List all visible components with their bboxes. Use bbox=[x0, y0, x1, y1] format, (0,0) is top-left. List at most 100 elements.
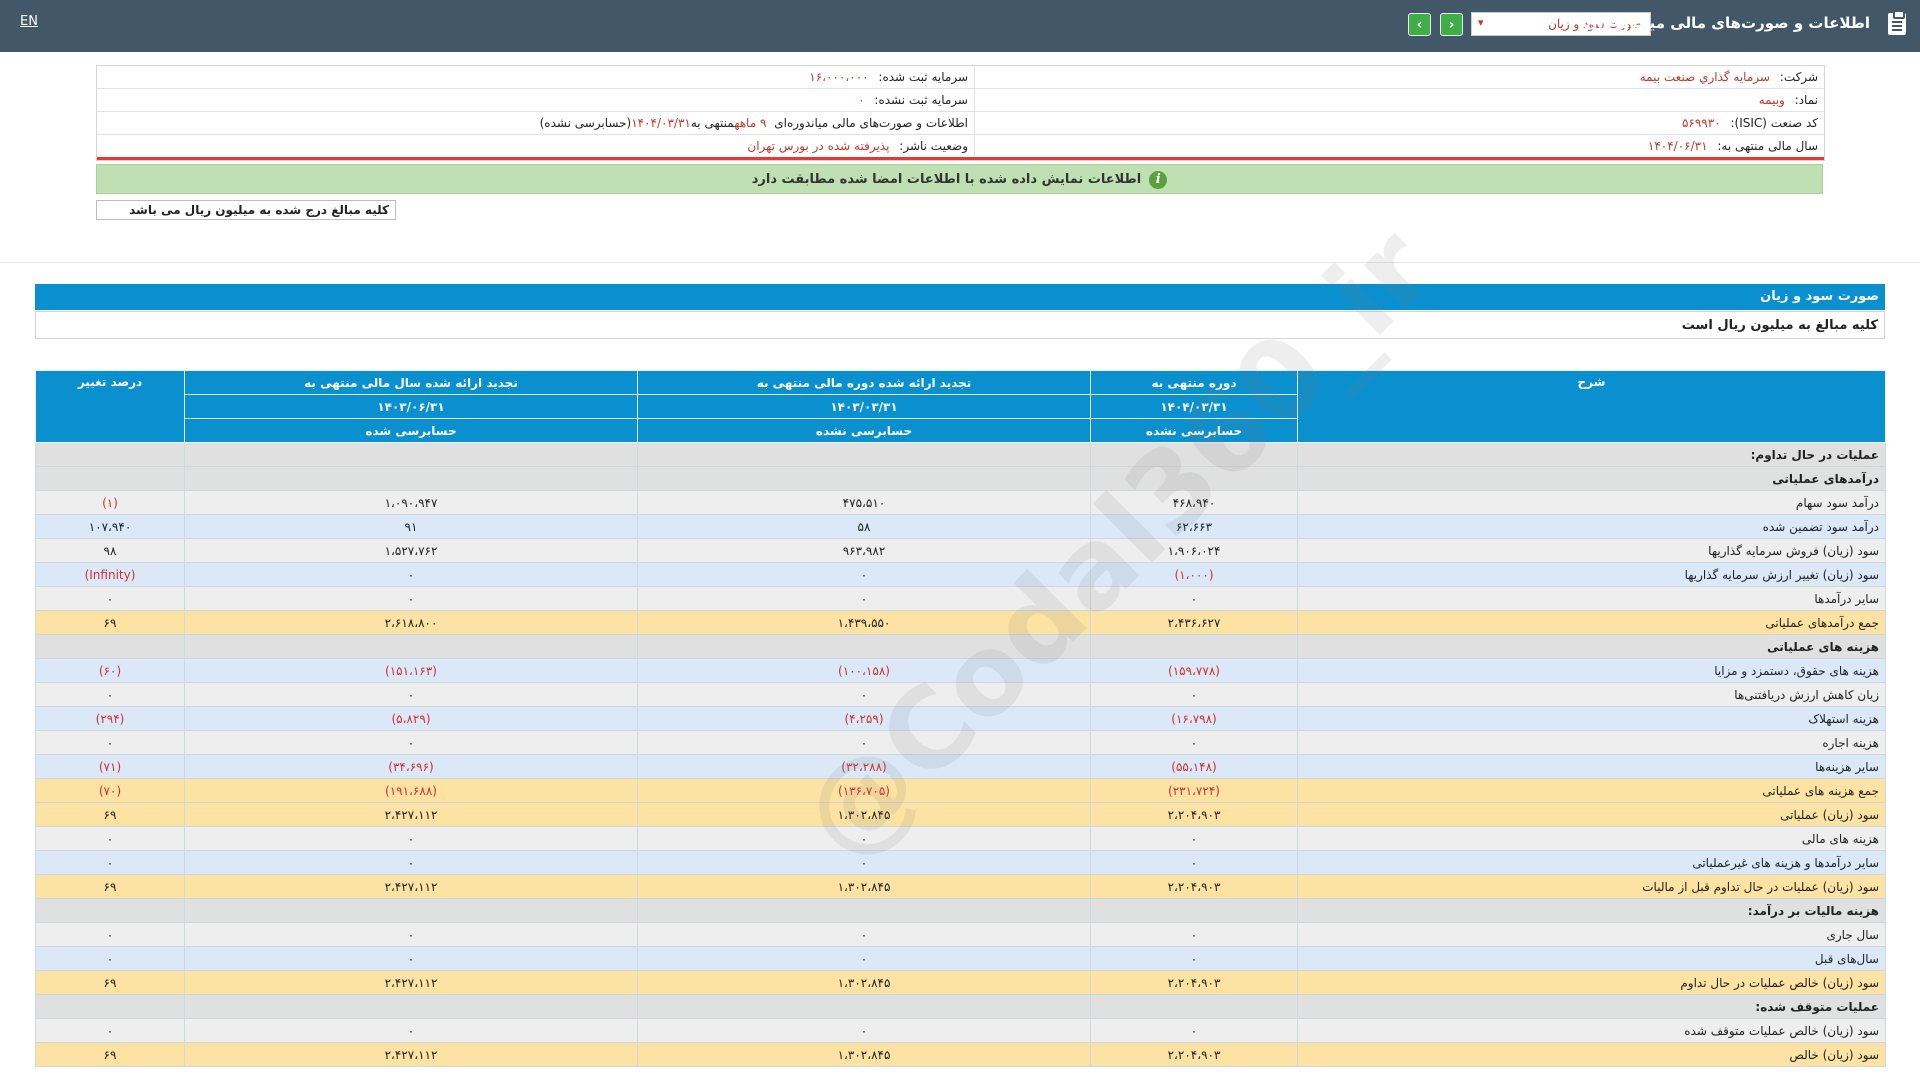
cell-change-percent: (۷۰) bbox=[35, 778, 185, 803]
symbol-cell: نماد: وبیمه bbox=[974, 89, 1824, 111]
info-row: شرکت: سرمايه گذاري صنعت بيمه سرمایه ثبت … bbox=[97, 66, 1824, 89]
report-date-value: ۱۴۰۴/۰۳/۳۱ bbox=[631, 116, 691, 130]
cell-period: ۱،۹۰۶،۰۲۴ bbox=[1090, 538, 1298, 563]
cell-restated-period: ۱،۳۰۲،۸۴۵ bbox=[637, 970, 1091, 995]
row-label: سود (زیان) تغییر ارزش سرمایه گذاریها bbox=[1297, 562, 1886, 587]
isic-cell: کد صنعت (ISIC): ۵۶۹۹۳۰ bbox=[974, 112, 1824, 134]
company-label: شرکت: bbox=[1779, 70, 1818, 84]
table-row: سود (زیان) خالص عملیات متوقف شده ۰ ۰ ۰ ۰ bbox=[35, 1018, 1886, 1043]
cell-restated-period: ۰ bbox=[637, 1018, 1091, 1043]
signature-match-notice: i اطلاعات نمایش داده شده با اطلاعات امضا … bbox=[96, 164, 1823, 194]
col-header-description: شرح bbox=[1297, 370, 1886, 443]
info-row: نماد: وبیمه سرمایه ثبت نشده: ۰ bbox=[97, 89, 1824, 112]
cell-restated-period: (۳۲،۲۸۸) bbox=[637, 754, 1091, 779]
cell-change-percent: ۰ bbox=[35, 1018, 185, 1043]
cell-change-percent: ۱۰۷،۹۴۰ bbox=[35, 514, 185, 539]
table-row: هزینه اجاره ۰ ۰ ۰ ۰ bbox=[35, 730, 1886, 755]
report-description-text: اطلاعات و صورت‌های مالی میاندوره‌ای bbox=[774, 116, 968, 130]
cell-period: ۲،۲۰۴،۹۰۳ bbox=[1090, 802, 1298, 827]
unregistered-capital-cell: سرمایه ثبت نشده: ۰ bbox=[97, 89, 974, 111]
row-label: عملیات متوقف شده: bbox=[1297, 994, 1886, 1019]
unregistered-capital-value: ۰ bbox=[858, 93, 865, 107]
unregistered-capital-label: سرمایه ثبت نشده: bbox=[874, 93, 968, 107]
cell-restated-period: ۰ bbox=[637, 730, 1091, 755]
table-total-row: جمع درآمدهای عملیاتی ۲،۴۳۶،۶۲۷ ۱،۴۳۹،۵۵۰ ۲،… bbox=[35, 610, 1886, 635]
publisher-status-cell: وضعیت ناشر: پذیرفته شده در بورس تهران bbox=[97, 135, 974, 157]
cell-restated-year: (۳۴،۶۹۶) bbox=[184, 754, 638, 779]
next-report-button[interactable]: › bbox=[1440, 13, 1463, 36]
row-label: سود (زیان) خالص bbox=[1297, 1042, 1886, 1067]
cell-restated-period: ۱،۳۰۲،۸۴۵ bbox=[637, 1042, 1091, 1067]
cell-restated-year: (۱۹۱،۶۸۸) bbox=[184, 778, 638, 803]
income-statement-table: شرح دوره منتهی به تجدید ارائه شده دوره م… bbox=[35, 370, 1886, 1067]
row-label: سود (زیان) خالص عملیات در حال تداوم bbox=[1297, 970, 1886, 995]
previous-report-button[interactable]: ‹ bbox=[1408, 13, 1431, 36]
cell-period: ۰ bbox=[1090, 682, 1298, 707]
chevron-down-icon: ▾ bbox=[1478, 16, 1484, 29]
table-row: زیان کاهش ارزش دریافتنی‌ها ۰ ۰ ۰ ۰ bbox=[35, 682, 1886, 707]
publisher-status-value: پذیرفته شده در بورس تهران bbox=[747, 139, 890, 153]
cell-restated-year: ۰ bbox=[184, 850, 638, 875]
cell-restated-year: ۰ bbox=[184, 730, 638, 755]
cell-change-percent: ۶۹ bbox=[35, 610, 185, 635]
info-icon: i bbox=[1149, 170, 1168, 189]
registered-capital-value: ۱۶،۰۰۰،۰۰۰ bbox=[809, 70, 869, 84]
table-row: سال‌های قبل ۰ ۰ ۰ ۰ bbox=[35, 946, 1886, 971]
cell-restated-period: (۴،۲۵۹) bbox=[637, 706, 1091, 731]
cell-period bbox=[1090, 898, 1298, 923]
cell-change-percent: (۷۱) bbox=[35, 754, 185, 779]
cell-change-percent bbox=[35, 634, 185, 659]
cell-change-percent: ۰ bbox=[35, 922, 185, 947]
row-label: سود (زیان) عملیاتی bbox=[1297, 802, 1886, 827]
row-label: درآمد سود تضمین شده bbox=[1297, 514, 1886, 539]
cell-restated-year bbox=[184, 466, 638, 491]
divider bbox=[0, 262, 1920, 263]
row-label: سال‌های قبل bbox=[1297, 946, 1886, 971]
cell-restated-period: ۰ bbox=[637, 946, 1091, 971]
cell-period: (۵۵،۱۴۸) bbox=[1090, 754, 1298, 779]
cell-period: (۲۳۱،۷۲۴) bbox=[1090, 778, 1298, 803]
cell-period: ۲،۴۳۶،۶۲۷ bbox=[1090, 610, 1298, 635]
cell-change-percent bbox=[35, 994, 185, 1019]
table-row: سایر درآمدها ۰ ۰ ۰ ۰ bbox=[35, 586, 1886, 611]
language-toggle-link[interactable]: EN bbox=[20, 14, 38, 29]
cell-period: ۰ bbox=[1090, 946, 1298, 971]
report-type-select[interactable]: صورت سود و زیان ▾ bbox=[1471, 12, 1651, 36]
notice-text: اطلاعات نمایش داده شده با اطلاعات امضا ش… bbox=[751, 172, 1142, 187]
cell-change-percent: ۰ bbox=[35, 826, 185, 851]
row-label: سایر درآمدها bbox=[1297, 586, 1886, 611]
fiscal-year-value: ۱۴۰۴/۰۶/۳۱ bbox=[1647, 139, 1708, 153]
cell-period: ۴۶۸،۹۴۰ bbox=[1090, 490, 1298, 515]
cell-change-percent: ۰ bbox=[35, 730, 185, 755]
cell-period: ۲،۲۰۴،۹۰۳ bbox=[1090, 970, 1298, 995]
cell-restated-period: (۱۰۰،۱۵۸) bbox=[637, 658, 1091, 683]
info-row: سال مالی منتهی به: ۱۴۰۴/۰۶/۳۱ وضعیت ناشر… bbox=[97, 135, 1824, 160]
cell-change-percent: (۱) bbox=[35, 490, 185, 515]
cell-restated-period: ۰ bbox=[637, 682, 1091, 707]
cell-period: ۰ bbox=[1090, 730, 1298, 755]
cell-restated-period bbox=[637, 466, 1091, 491]
cell-restated-period: ۰ bbox=[637, 850, 1091, 875]
cell-restated-year bbox=[184, 442, 638, 467]
cell-restated-period: ۵۸ bbox=[637, 514, 1091, 539]
table-row: درآمد سود تضمین شده ۶۲،۶۶۳ ۵۸ ۹۱ ۱۰۷،۹۴۰ bbox=[35, 514, 1886, 539]
row-label: سود (زیان) فروش سرمایه گذاریها bbox=[1297, 538, 1886, 563]
company-info-grid: شرکت: سرمايه گذاري صنعت بيمه سرمایه ثبت … bbox=[96, 65, 1825, 161]
cell-restated-year: ۰ bbox=[184, 1018, 638, 1043]
cell-restated-year: ۲،۴۲۷،۱۱۲ bbox=[184, 970, 638, 995]
cell-change-percent: ۰ bbox=[35, 586, 185, 611]
row-label: سایر درآمدها و هزینه های غیرعملیاتی bbox=[1297, 850, 1886, 875]
cell-period: ۲،۲۰۴،۹۰۳ bbox=[1090, 1042, 1298, 1067]
row-label: جمع هزینه های عملیاتی bbox=[1297, 778, 1886, 803]
cell-restated-period: ۹۶۳،۹۸۲ bbox=[637, 538, 1091, 563]
section-title: صورت سود و زیان bbox=[35, 284, 1885, 310]
table-row: سود (زیان) فروش سرمایه گذاریها ۱،۹۰۶،۰۲۴ ۹… bbox=[35, 538, 1886, 563]
cell-period: ۰ bbox=[1090, 922, 1298, 947]
col-header-period: دوره منتهی به bbox=[1090, 370, 1298, 395]
cell-restated-year: ۰ bbox=[184, 562, 638, 587]
cell-restated-period: ۴۷۵،۵۱۰ bbox=[637, 490, 1091, 515]
fiscal-year-cell: سال مالی منتهی به: ۱۴۰۴/۰۶/۳۱ bbox=[974, 135, 1824, 157]
table-row: درآمد سود سهام ۴۶۸،۹۴۰ ۴۷۵،۵۱۰ ۱،۰۹۰،۹۴۷ (۱) bbox=[35, 490, 1886, 515]
row-label: هزینه اجاره bbox=[1297, 730, 1886, 755]
cell-period: ۰ bbox=[1090, 850, 1298, 875]
